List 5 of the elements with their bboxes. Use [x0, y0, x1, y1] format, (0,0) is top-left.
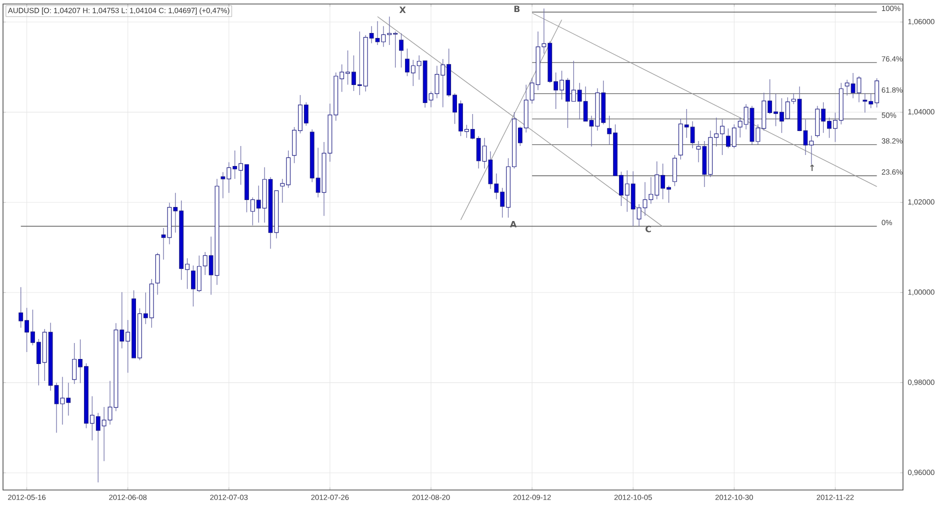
- annotation: X: [399, 6, 406, 13]
- candlestick: [399, 32, 404, 68]
- annotation: B: [514, 6, 520, 12]
- annotation: ↑: [810, 164, 814, 171]
- candlestick: [672, 154, 677, 186]
